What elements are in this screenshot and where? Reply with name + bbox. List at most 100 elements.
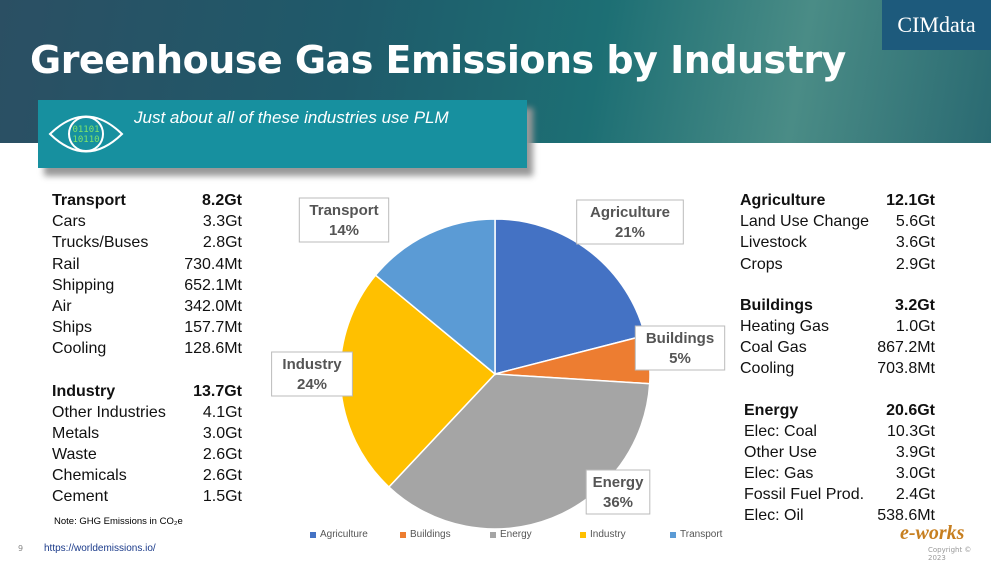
row-label: Cement [52, 488, 109, 506]
row-value: 730.4Mt [184, 255, 242, 273]
table-row: Cars 3.3Gt [52, 211, 242, 232]
row-value: 2.8Gt [202, 234, 242, 252]
data-label-buildings: Buildings 5% [634, 325, 726, 371]
page-number: 9 [18, 544, 24, 553]
table-row: Metals 3.0Gt [52, 423, 242, 444]
table-header: Transport 8.2Gt [52, 190, 242, 211]
chart-legend: Agriculture Buildings Energy Industry Transp… [310, 529, 760, 540]
label-text: Transport [309, 202, 378, 219]
data-label-agriculture: Agriculture 21% [576, 199, 684, 245]
legend-swatch [580, 531, 586, 538]
table-row: Heating Gas 1.0Gt [740, 316, 935, 337]
row-label: Ships [52, 319, 93, 337]
table-row: Coal Gas 867.2Mt [740, 337, 935, 358]
row-value: 3.3Gt [202, 213, 242, 231]
table-row: Fossil Fuel Prod. 2.4Gt [744, 484, 935, 505]
table-row: Elec: Oil 538.6Mt [744, 505, 935, 526]
svg-text:10110: 10110 [72, 135, 99, 145]
label-text: Energy [593, 474, 645, 491]
legend-swatch [490, 531, 496, 538]
table-row: Cooling 703.8Mt [740, 358, 935, 379]
table-row: Livestock 3.6Gt [740, 232, 935, 253]
row-value: 3.0Gt [202, 424, 242, 442]
row-value: 867.2Mt [877, 339, 935, 357]
row-value: 1.5Gt [202, 488, 242, 506]
table-header: Energy 20.6Gt [744, 400, 935, 421]
row-label: Elec: Oil [744, 507, 804, 525]
row-label: Crops [740, 255, 783, 273]
table-row: Ships 157.7Mt [52, 317, 242, 338]
row-value: 3.9Gt [895, 443, 935, 461]
row-value: 4.1Gt [202, 403, 242, 421]
label-box [298, 197, 390, 243]
table-transport: Transport 8.2Gt Cars 3.3Gt Trucks/Buses 2.8Gt… [52, 190, 242, 360]
row-value: 703.8Mt [877, 360, 935, 378]
legend-swatch [400, 531, 406, 538]
row-label: Waste [52, 446, 97, 464]
row-value: 10.3Gt [886, 422, 935, 440]
row-value: 3.0Gt [895, 465, 935, 483]
table-agriculture: Agriculture 12.1Gt Land Use Change 5.6Gt Liv… [740, 190, 935, 275]
table-header: Industry 13.7Gt [52, 381, 242, 402]
row-label: Elec: Gas [744, 465, 814, 483]
pie-slice-energy [387, 373, 651, 530]
category-name: Buildings [740, 296, 813, 314]
row-value: 5.6Gt [895, 213, 935, 231]
table-row: Air 342.0Mt [52, 296, 242, 317]
row-value: 1.0Gt [895, 317, 935, 335]
row-label: Other Use [744, 443, 817, 461]
data-label-energy: Energy 36% [585, 469, 651, 515]
row-label: Trucks/Buses [52, 234, 149, 252]
table-row: Elec: Gas 3.0Gt [744, 463, 935, 484]
source-link[interactable]: https://worldemissions.io/ [44, 543, 156, 554]
row-value: 2.4Gt [895, 486, 935, 504]
label-text: 14% [329, 222, 359, 239]
table-row: Shipping 652.1Mt [52, 275, 242, 296]
row-label: Other Industries [52, 403, 166, 421]
watermark: e-works [900, 522, 965, 544]
label-box [634, 325, 726, 371]
legend-label: Energy [500, 529, 532, 540]
left-tables: Transport 8.2Gt Cars 3.3Gt Trucks/Buses 2.8Gt… [52, 190, 242, 508]
pie-slice-transport [374, 218, 496, 376]
label-box [576, 199, 684, 245]
category-name: Transport [52, 192, 126, 209]
row-label: Fossil Fuel Prod. [744, 486, 865, 504]
svg-text:01101: 01101 [72, 125, 99, 135]
row-value: 342.0Mt [184, 297, 242, 315]
table-row: Cement 1.5Gt [52, 486, 242, 507]
table-row: Cooling 128.6Mt [52, 338, 242, 359]
table-row: Other Industries 4.1Gt [52, 402, 242, 423]
label-text: Buildings [646, 330, 714, 347]
label-text: 5% [669, 350, 691, 367]
label-text: 24% [297, 376, 327, 393]
row-value: 2.9Gt [895, 255, 935, 273]
legend-swatch [310, 531, 316, 538]
callout-banner: 01101 10110 Just about all of these indu… [38, 100, 527, 168]
label-box [271, 351, 353, 397]
row-label: Elec: Coal [744, 422, 817, 440]
table-header: Agriculture 12.1Gt [740, 190, 935, 211]
row-label: Livestock [740, 234, 807, 252]
row-label: Chemicals [52, 467, 127, 485]
eye-binary-icon: 01101 10110 [48, 115, 124, 153]
category-name: Energy [744, 401, 799, 419]
page-title: Greenhouse Gas Emissions by Industry [30, 38, 846, 82]
footnote: Note: GHG Emissions in CO₂e [54, 516, 183, 527]
legend-label: Industry [590, 529, 626, 540]
row-label: Cooling [740, 360, 795, 378]
category-total: 3.2Gt [894, 296, 935, 314]
right-tables: Agriculture 12.1Gt Land Use Change 5.6Gt Liv… [740, 190, 935, 527]
legend-item: Energy [490, 529, 580, 540]
category-total: 20.6Gt [886, 401, 935, 419]
legend-label: Transport [680, 529, 723, 540]
legend-item: Buildings [400, 529, 490, 540]
legend-label: Agriculture [320, 529, 368, 540]
table-row: Chemicals 2.6Gt [52, 465, 242, 486]
table-row: Other Use 3.9Gt [744, 442, 935, 463]
data-label-industry: Industry 24% [271, 351, 353, 397]
banner-text: Just about all of these industries use P… [134, 108, 449, 127]
label-text: 21% [615, 224, 645, 241]
row-value: 538.6Mt [877, 507, 935, 525]
